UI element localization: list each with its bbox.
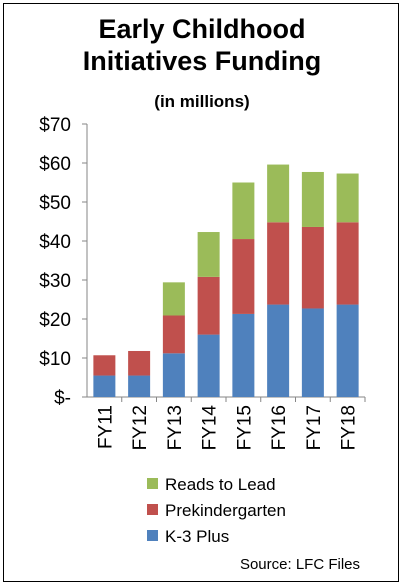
x-tick-label: FY15	[234, 405, 255, 450]
y-tick-label: $70	[39, 115, 71, 136]
chart-title-line-1: Early Childhood	[98, 14, 306, 44]
chart-subtitle: (in millions)	[154, 92, 250, 111]
legend-swatch-k-3-plus	[147, 530, 158, 541]
legend-label-prekindergarten: Prekindergarten	[165, 501, 286, 520]
x-tick-label: FY16	[269, 405, 290, 450]
legend-swatch-reads-to-lead	[147, 478, 158, 489]
bar-k-3-plus-fy18	[336, 304, 359, 397]
bar-k-3-plus-fy17	[301, 308, 324, 397]
x-tick-label: FY11	[95, 405, 116, 449]
bar-prekindergarten-fy18	[336, 222, 359, 305]
x-tick-label: FY17	[304, 405, 325, 450]
bar-k-3-plus-fy14	[197, 334, 220, 397]
bar-prekindergarten-fy14	[197, 276, 220, 335]
source-note: Source: LFC Files	[239, 556, 360, 573]
bar-prekindergarten-fy12	[128, 350, 151, 376]
y-tick-label: $30	[39, 271, 71, 292]
chart-title-line-2: Initiatives Funding	[82, 46, 322, 76]
y-tick-label: $60	[39, 154, 71, 175]
x-tick-label: FY12	[130, 405, 151, 450]
legend-swatch-prekindergarten	[147, 504, 158, 515]
bar-k-3-plus-fy13	[162, 353, 185, 397]
bar-k-3-plus-fy16	[267, 304, 290, 397]
x-tick-label: FY18	[339, 405, 360, 450]
y-tick-label: $-	[54, 388, 71, 409]
y-tick-label: $50	[39, 193, 71, 214]
bar-prekindergarten-fy11	[93, 355, 116, 376]
bar-prekindergarten-fy15	[232, 239, 255, 314]
legend-label-reads-to-lead: Reads to Lead	[165, 475, 276, 494]
x-tick-label: FY13	[165, 405, 186, 450]
bar-reads-to-lead-fy14	[197, 232, 220, 277]
bar-reads-to-lead-fy16	[267, 164, 290, 223]
bar-prekindergarten-fy13	[162, 315, 185, 354]
bar-prekindergarten-fy17	[301, 226, 324, 309]
y-tick-label: $10	[39, 349, 71, 370]
bar-reads-to-lead-fy18	[336, 173, 359, 223]
bar-k-3-plus-fy15	[232, 313, 255, 397]
x-tick-label: FY14	[200, 405, 221, 451]
bar-prekindergarten-fy16	[267, 222, 290, 305]
bar-k-3-plus-fy11	[93, 375, 116, 397]
bar-reads-to-lead-fy15	[232, 182, 255, 240]
y-tick-label: $20	[39, 310, 71, 331]
bar-reads-to-lead-fy17	[301, 171, 324, 227]
legend-label-k-3-plus: K-3 Plus	[165, 527, 229, 546]
y-tick-label: $40	[39, 232, 71, 253]
bar-reads-to-lead-fy13	[162, 282, 185, 316]
bar-k-3-plus-fy12	[128, 375, 151, 397]
